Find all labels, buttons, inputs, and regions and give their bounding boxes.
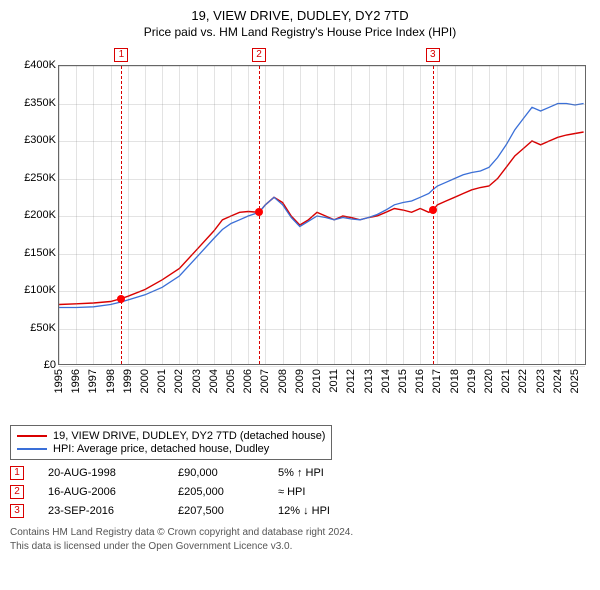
x-tick-label: 1999 xyxy=(122,369,134,393)
x-tick-label: 2002 xyxy=(173,369,185,393)
y-tick-label: £200K xyxy=(24,209,56,221)
x-tick-label: 2008 xyxy=(277,369,289,393)
x-tick-label: 2019 xyxy=(466,369,478,393)
x-tick-label: 2023 xyxy=(535,369,547,393)
transaction-price: £205,000 xyxy=(178,486,268,498)
x-axis-labels: 1995199619971998199920002001200220032004… xyxy=(58,369,586,405)
transaction-line-1 xyxy=(121,66,122,364)
chart-title: 19, VIEW DRIVE, DUDLEY, DY2 7TD xyxy=(10,8,590,23)
footer-line-1: Contains HM Land Registry data © Crown c… xyxy=(10,526,590,540)
x-tick-label: 2011 xyxy=(328,369,340,393)
transaction-price: £90,000 xyxy=(178,467,268,479)
legend: 19, VIEW DRIVE, DUDLEY, DY2 7TD (detache… xyxy=(10,425,332,460)
series-price_paid xyxy=(59,132,584,305)
x-tick-label: 2020 xyxy=(483,369,495,393)
y-tick-label: £300K xyxy=(24,134,56,146)
y-axis-labels: £0£50K£100K£150K£200K£250K£300K£350K£400… xyxy=(10,65,58,365)
legend-label: 19, VIEW DRIVE, DUDLEY, DY2 7TD (detache… xyxy=(53,430,325,442)
x-tick-label: 2013 xyxy=(363,369,375,393)
x-tick-label: 2003 xyxy=(191,369,203,393)
transaction-delta: 5% ↑ HPI xyxy=(278,467,388,479)
transaction-date: 23-SEP-2016 xyxy=(48,505,168,517)
x-tick-label: 2015 xyxy=(397,369,409,393)
x-tick-label: 2022 xyxy=(517,369,529,393)
x-tick-label: 2021 xyxy=(500,369,512,393)
y-tick-label: £350K xyxy=(24,97,56,109)
transaction-row-marker: 2 xyxy=(10,485,24,499)
x-tick-label: 2024 xyxy=(552,369,564,393)
x-tick-label: 2005 xyxy=(225,369,237,393)
x-tick-label: 2007 xyxy=(259,369,271,393)
x-tick-label: 2004 xyxy=(208,369,220,393)
transaction-row: 2 16-AUG-2006 £205,000 ≈ HPI xyxy=(10,485,590,499)
y-tick-label: £250K xyxy=(24,172,56,184)
transaction-delta: 12% ↓ HPI xyxy=(278,505,388,517)
x-tick-label: 1995 xyxy=(53,369,65,393)
transaction-dot-1 xyxy=(117,295,125,303)
y-tick-label: £100K xyxy=(24,284,56,296)
legend-item: HPI: Average price, detached house, Dudl… xyxy=(17,443,325,455)
series-hpi xyxy=(59,104,584,308)
chart: £0£50K£100K£150K£200K£250K£300K£350K£400… xyxy=(10,45,590,403)
transaction-marker-3: 3 xyxy=(426,48,440,62)
transaction-dot-2 xyxy=(255,208,263,216)
transaction-line-3 xyxy=(433,66,434,364)
x-tick-label: 2012 xyxy=(345,369,357,393)
legend-swatch xyxy=(17,435,47,437)
transaction-table: 1 20-AUG-1998 £90,000 5% ↑ HPI 2 16-AUG-2006 £… xyxy=(10,466,590,518)
x-tick-label: 2016 xyxy=(414,369,426,393)
transaction-row: 3 23-SEP-2016 £207,500 12% ↓ HPI xyxy=(10,504,590,518)
x-tick-label: 1996 xyxy=(70,369,82,393)
transaction-price: £207,500 xyxy=(178,505,268,517)
y-tick-label: £400K xyxy=(24,59,56,71)
transaction-delta: ≈ HPI xyxy=(278,486,388,498)
x-tick-label: 2010 xyxy=(311,369,323,393)
x-tick-label: 2014 xyxy=(380,369,392,393)
x-tick-label: 2009 xyxy=(294,369,306,393)
x-tick-label: 2017 xyxy=(431,369,443,393)
chart-subtitle: Price paid vs. HM Land Registry's House … xyxy=(10,25,590,39)
transaction-date: 20-AUG-1998 xyxy=(48,467,168,479)
legend-label: HPI: Average price, detached house, Dudl… xyxy=(53,443,269,455)
transaction-row-marker: 3 xyxy=(10,504,24,518)
x-tick-label: 2000 xyxy=(139,369,151,393)
x-tick-label: 2006 xyxy=(242,369,254,393)
transaction-dot-3 xyxy=(429,206,437,214)
transaction-marker-1: 1 xyxy=(114,48,128,62)
legend-item: 19, VIEW DRIVE, DUDLEY, DY2 7TD (detache… xyxy=(17,430,325,442)
plot-area: 123 xyxy=(58,65,586,365)
y-tick-label: £50K xyxy=(30,322,56,334)
y-tick-label: £150K xyxy=(24,247,56,259)
transaction-marker-2: 2 xyxy=(252,48,266,62)
transaction-row-marker: 1 xyxy=(10,466,24,480)
footer-line-2: This data is licensed under the Open Gov… xyxy=(10,540,590,554)
x-tick-label: 2025 xyxy=(569,369,581,393)
x-tick-label: 1998 xyxy=(105,369,117,393)
x-tick-label: 2001 xyxy=(156,369,168,393)
x-tick-label: 1997 xyxy=(87,369,99,393)
x-tick-label: 2018 xyxy=(449,369,461,393)
transaction-date: 16-AUG-2006 xyxy=(48,486,168,498)
legend-swatch xyxy=(17,448,47,450)
footer: Contains HM Land Registry data © Crown c… xyxy=(10,526,590,553)
transaction-row: 1 20-AUG-1998 £90,000 5% ↑ HPI xyxy=(10,466,590,480)
